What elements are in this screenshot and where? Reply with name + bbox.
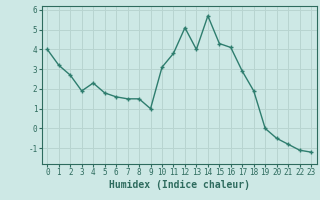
X-axis label: Humidex (Indice chaleur): Humidex (Indice chaleur) — [109, 180, 250, 190]
